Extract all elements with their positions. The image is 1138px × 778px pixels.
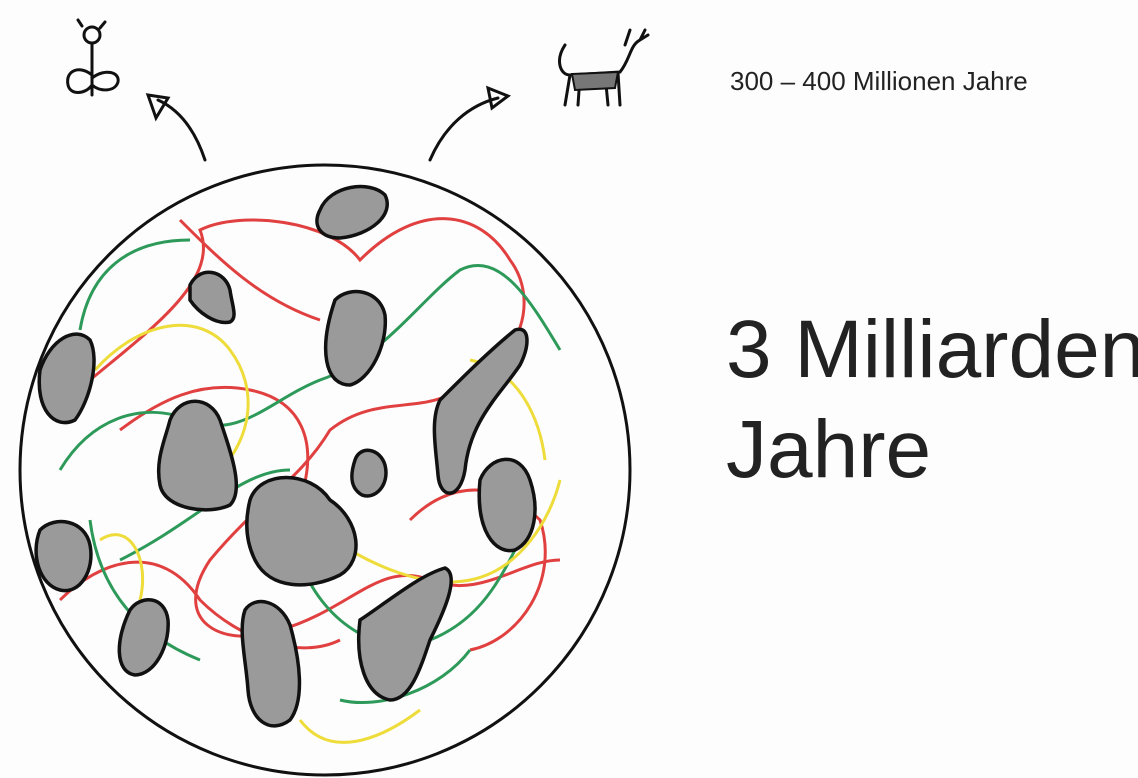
animal-sketch bbox=[560, 30, 648, 105]
arrows bbox=[148, 88, 508, 160]
large-label: 3 Milliarden Jahre bbox=[726, 300, 1138, 500]
small-label: 300 – 400 Millionen Jahre bbox=[730, 66, 1028, 97]
large-label-line: 3 Milliarden bbox=[726, 300, 1138, 400]
planet-outline bbox=[20, 165, 630, 775]
plant-sketch bbox=[68, 20, 119, 95]
large-label-line: Jahre bbox=[726, 400, 1138, 500]
page: 300 – 400 Millionen Jahre 3 Milliarden J… bbox=[0, 0, 1138, 778]
